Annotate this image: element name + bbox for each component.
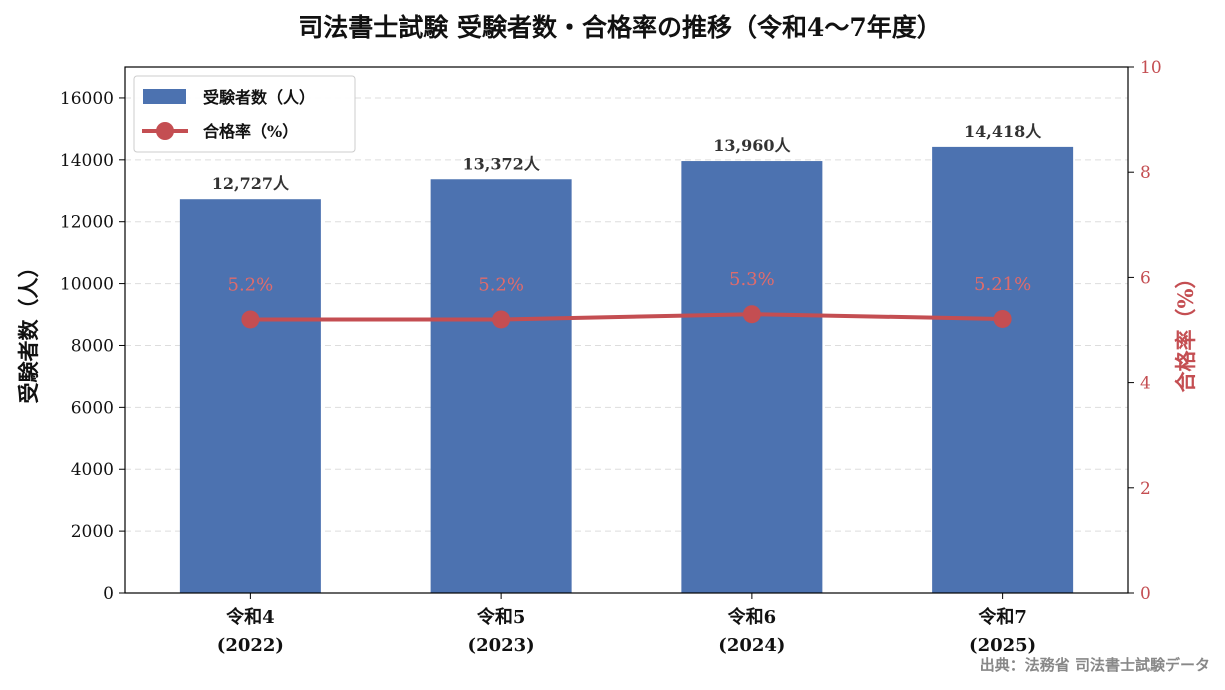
- y2-tick-label: 10: [1140, 58, 1162, 78]
- right-axis-ticks: 0 2 4 6 8 10: [1128, 58, 1162, 604]
- y-tick-label: 6000: [71, 398, 114, 418]
- y2-tick-label: 0: [1140, 584, 1151, 604]
- rate-value-label: 5.3%: [729, 269, 775, 290]
- y-tick-label: 14000: [60, 151, 114, 171]
- y-axis-title: 受験者数（人）: [16, 257, 41, 404]
- x-tick-label: 令和6: [727, 606, 777, 628]
- y2-tick-label: 2: [1140, 479, 1151, 499]
- bar-value-label: 13,372人: [463, 154, 541, 173]
- y2-tick-label: 6: [1140, 268, 1151, 288]
- rate-value-labels: 5.2% 5.2% 5.3% 5.21%: [228, 269, 1032, 295]
- y-tick-label: 8000: [71, 336, 114, 356]
- x-tick-sublabel: (2025): [969, 635, 1036, 656]
- bar-value-label: 14,418人: [964, 122, 1042, 141]
- bar-value-label: 12,727人: [212, 174, 290, 193]
- y2-tick-label: 8: [1140, 163, 1151, 183]
- legend: 受験者数（人） 合格率（%）: [133, 75, 356, 153]
- bar-value-labels: 12,727人 13,372人 13,960人 14,418人: [212, 122, 1042, 193]
- bar: [932, 146, 1074, 593]
- chart-title: 司法書士試験 受験者数・合格率の推移（令和4〜7年度）: [298, 13, 942, 42]
- y2-tick-label: 4: [1140, 374, 1151, 394]
- legend-line-label: 合格率（%）: [203, 122, 298, 141]
- rate-value-label: 5.21%: [974, 274, 1031, 295]
- rate-point: [742, 305, 761, 324]
- x-axis-ticks: 令和4 (2022) 令和5 (2023) 令和6 (2024) 令和7 (2025): [217, 593, 1036, 656]
- x-tick-sublabel: (2022): [217, 635, 284, 656]
- bar-series: [179, 146, 1074, 594]
- rate-value-label: 5.2%: [228, 274, 274, 295]
- y-tick-label: 2000: [71, 522, 114, 542]
- y-tick-label: 4000: [71, 460, 114, 480]
- x-tick-sublabel: (2023): [468, 635, 535, 656]
- x-tick-label: 令和5: [476, 606, 526, 628]
- y-tick-label: 12000: [60, 213, 114, 233]
- y-tick-label: 16000: [60, 89, 114, 109]
- left-axis-ticks: 0 2000 4000 6000 8000 10000 12000 14000 16000: [60, 89, 125, 604]
- bar: [681, 161, 823, 594]
- rate-value-label: 5.2%: [478, 274, 524, 295]
- plot-frame: [124, 66, 1129, 594]
- bar: [430, 179, 572, 594]
- legend-bar-swatch: [143, 89, 186, 104]
- rate-point: [993, 309, 1012, 328]
- y-tick-label: 10000: [60, 275, 114, 295]
- bar-value-label: 13,960人: [713, 136, 791, 155]
- legend-bar-label: 受験者数（人）: [203, 88, 315, 107]
- legend-box: [133, 75, 356, 153]
- rate-point: [492, 310, 511, 329]
- bar: [179, 199, 321, 593]
- y2-axis-title: 合格率（%）: [1173, 268, 1198, 393]
- x-tick-label: 令和4: [225, 606, 275, 628]
- y-tick-label: 0: [103, 584, 114, 604]
- rate-line: [250, 312, 1003, 322]
- x-tick-sublabel: (2024): [718, 635, 785, 656]
- legend-line-marker: [156, 122, 174, 140]
- rate-line-series: [241, 305, 1012, 329]
- source-note: 出典：法務省 司法書士試験データ: [980, 656, 1210, 674]
- x-tick-label: 令和7: [977, 606, 1027, 628]
- rate-point: [241, 310, 260, 329]
